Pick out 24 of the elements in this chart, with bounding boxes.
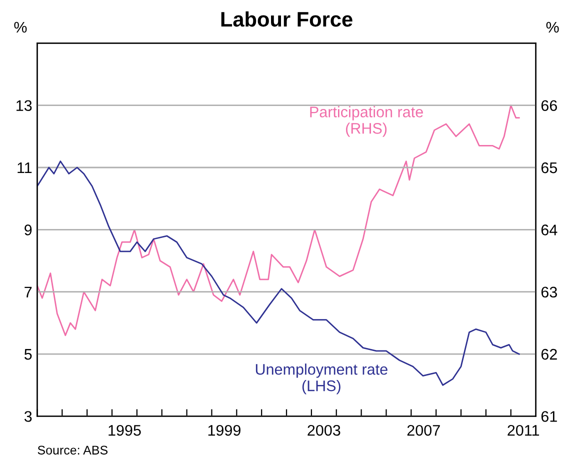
y-tick-label: 9 (24, 224, 32, 236)
x-tick-label: 1995 (108, 424, 141, 436)
y-tick-label: 7 (24, 286, 32, 298)
line-series (37, 104, 520, 336)
x-tick-label: 2007 (407, 424, 440, 436)
series-label: Participation rate (RHS) (310, 106, 423, 137)
y-tick-label: 11 (18, 162, 32, 174)
y2-axis-title: % (546, 22, 559, 33)
y-axis-title: % (14, 22, 27, 33)
x-tick-label: 1999 (208, 424, 240, 436)
y-tick-label: 5 (24, 349, 32, 360)
y2-tick-label: 64 (541, 224, 558, 236)
x-tick-label: 2011 (508, 424, 540, 436)
y2-tick-label: 62 (541, 348, 557, 360)
x-tick-label: 2003 (308, 424, 340, 436)
y-tick-label: 3 (24, 411, 32, 422)
y2-tick-label: 63 (541, 286, 557, 298)
y2-tick-label: 61 (541, 411, 557, 422)
source-note: Source: ABS (38, 446, 108, 455)
y2-tick-label: 65 (541, 162, 558, 174)
series-label: Unemployment rate (LHS) (256, 364, 388, 394)
chart-title: Labour Force (221, 11, 352, 27)
y2-tick-label: 66 (541, 100, 557, 112)
y-tick-label: 13 (16, 100, 32, 112)
